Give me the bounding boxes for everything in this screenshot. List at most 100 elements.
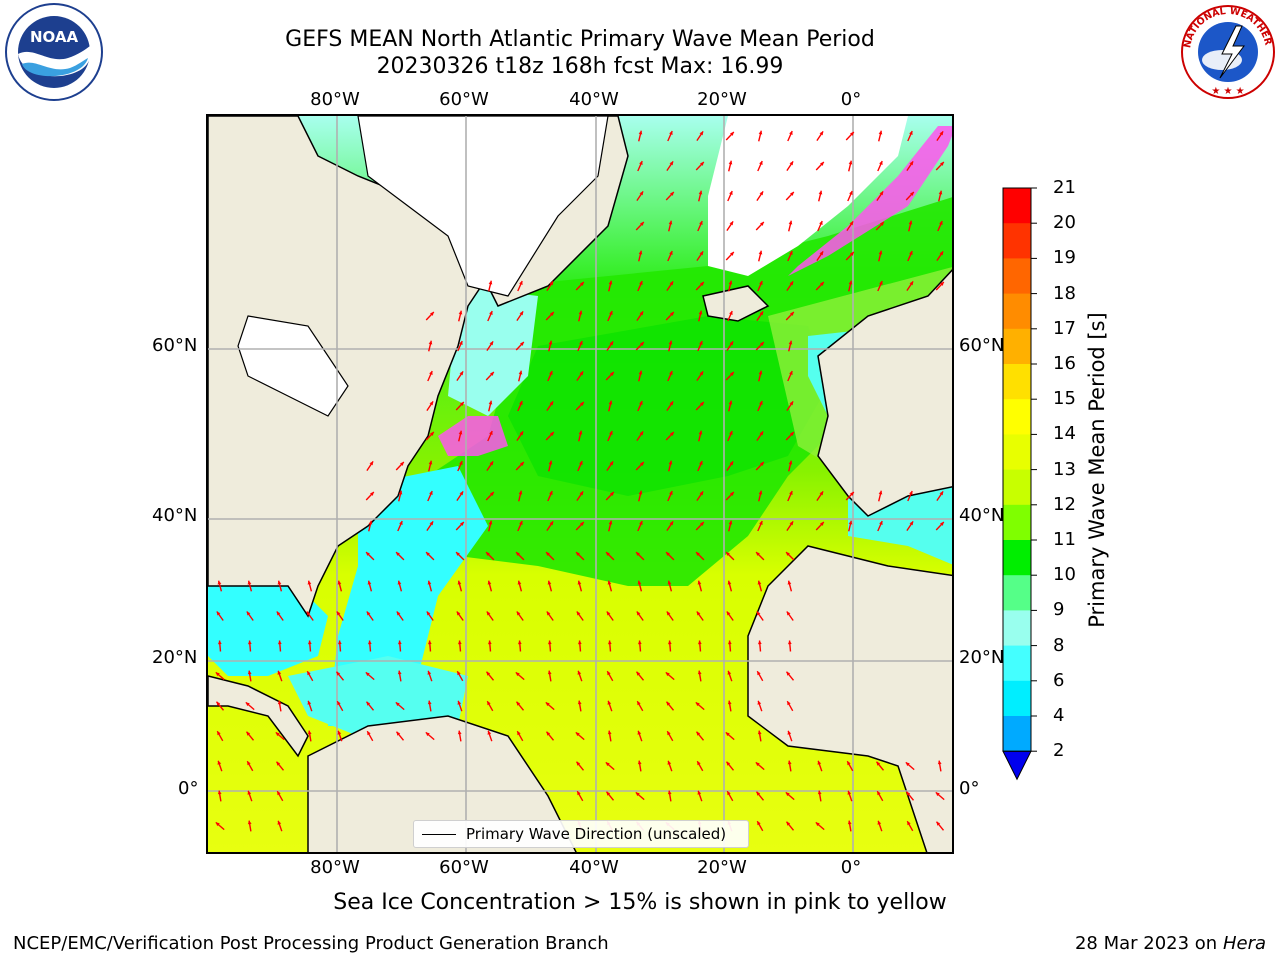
wave-arrow-head — [217, 640, 222, 645]
wave-arrow-head — [517, 731, 521, 736]
lat-label-left-40n: 40°N — [152, 505, 198, 526]
wave-arrow-head — [277, 700, 282, 705]
wave-arrow-head — [609, 461, 614, 466]
wave-arrow-head — [639, 281, 643, 285]
wave-arrow-head — [275, 732, 280, 737]
wave-arrow-head — [697, 670, 702, 675]
wave-arrow-head — [607, 730, 612, 735]
wave-arrow-head — [580, 282, 584, 286]
wave-arrow-head — [547, 640, 552, 645]
wave-arrow-head — [789, 281, 794, 286]
wave-arrow-head — [397, 670, 402, 675]
wave-arrow-head — [519, 281, 523, 285]
wave-arrow-head — [909, 521, 914, 526]
wave-arrow-head — [277, 820, 282, 825]
lon-label-bottom-20w: 20°W — [697, 857, 747, 878]
lon-label-bottom-40w: 40°W — [569, 857, 619, 878]
wave-arrow-head — [727, 700, 732, 705]
wave-arrow-head — [608, 280, 613, 285]
lat-label-left-60n: 60°N — [152, 335, 198, 356]
wave-arrow-head — [879, 161, 883, 165]
wave-arrow-head — [457, 671, 461, 676]
wave-arrow-head — [847, 820, 852, 825]
footer-credit: NCEP/EMC/Verification Post Processing Pr… — [13, 933, 609, 954]
wave-arrow-head — [515, 672, 520, 677]
colorbar-segment — [1003, 504, 1031, 541]
wave-arrow-head — [518, 370, 523, 375]
wave-arrow-head — [396, 552, 400, 556]
wave-arrow-head — [877, 791, 881, 796]
colorbar-tick-label: 11 — [1053, 529, 1076, 550]
colorbar-segment — [1003, 680, 1031, 717]
wave-arrow-head — [636, 552, 640, 556]
wave-arrow-head — [370, 492, 374, 496]
wave-arrow-head — [427, 640, 432, 645]
colorbar-segment — [1003, 610, 1031, 647]
colorbar-segment — [1003, 293, 1031, 330]
wave-arrow-head — [247, 670, 252, 675]
wave-arrow-head — [757, 580, 762, 585]
wave-arrow-head — [759, 431, 764, 436]
colorbar-segment — [1003, 188, 1031, 224]
wave-arrow-head — [579, 491, 584, 496]
wave-arrow-head — [429, 521, 434, 526]
wave-arrow-head — [819, 491, 824, 496]
arctic-white-area — [357, 116, 609, 297]
wave-arrow-head — [549, 491, 553, 495]
colorbar-segment — [1003, 258, 1031, 295]
wave-arrow-head — [609, 311, 613, 315]
wave-arrow-head — [489, 311, 493, 315]
wave-arrow-head — [730, 372, 734, 376]
wave-arrow-head — [935, 792, 940, 797]
wave-arrow-head — [758, 250, 763, 255]
land-north-america — [208, 116, 489, 618]
wave-arrow-head — [577, 580, 582, 585]
wave-arrow-head — [667, 790, 672, 795]
wave-arrow-head — [579, 341, 583, 345]
wave-arrow-head — [518, 490, 523, 495]
wave-arrow-head — [578, 430, 583, 435]
wave-arrow-head — [849, 191, 853, 195]
colorbar-tick-label: 19 — [1053, 247, 1076, 269]
wave-arrow-head — [547, 580, 552, 585]
colorbar-segment — [1003, 364, 1031, 400]
wave-arrow-head — [277, 791, 281, 796]
wave-arrow-head — [819, 221, 823, 225]
wave-arrow-head — [759, 161, 763, 165]
wave-arrow-head — [639, 161, 643, 165]
wave-arrow-head — [217, 731, 221, 736]
wave-arrow-head — [848, 280, 853, 285]
wave-arrow-head — [728, 160, 733, 165]
wave-arrow-head — [665, 672, 670, 677]
wave-arrow-head — [575, 732, 580, 737]
wave-arrow-head — [849, 221, 854, 226]
wave-arrow-head — [789, 521, 794, 526]
wave-arrow-head — [666, 611, 671, 616]
colorbar-segment — [1003, 540, 1031, 576]
wave-arrow-head — [789, 491, 793, 495]
wave-arrow-head — [728, 520, 733, 525]
wave-arrow-head — [729, 221, 734, 226]
wave-arrow-head — [698, 190, 703, 195]
lon-label-top-20w: 20°W — [697, 89, 747, 110]
wave-arrow-head — [909, 161, 914, 166]
wave-arrow-head — [726, 761, 731, 766]
wave-arrow-head — [700, 282, 704, 286]
wave-arrow-head — [819, 251, 824, 256]
map-subtitle-run: 20230326 t18z 168h fcst Max: 16.99 — [376, 54, 784, 79]
nws-logo: NATIONAL WEATHER SERVICE ★ ★ ★ — [1180, 4, 1275, 99]
colorbar-tick-label: 10 — [1053, 564, 1076, 586]
wave-arrow-head — [755, 762, 760, 767]
wave-arrow-head — [700, 522, 704, 526]
wave-arrow-head — [396, 731, 401, 736]
wave-arrow-head — [757, 671, 761, 676]
wave-arrow-head — [699, 131, 704, 136]
wave-arrow-head — [910, 192, 914, 196]
wave-arrow-head — [940, 522, 944, 526]
wave-arrow-head — [878, 490, 883, 495]
wave-arrow-head — [699, 251, 704, 256]
wave-arrow-head — [757, 821, 761, 826]
noaa-logo-text: NOAA — [30, 28, 79, 46]
wave-arrow-head — [790, 312, 794, 316]
wave-arrow-head — [729, 431, 733, 435]
